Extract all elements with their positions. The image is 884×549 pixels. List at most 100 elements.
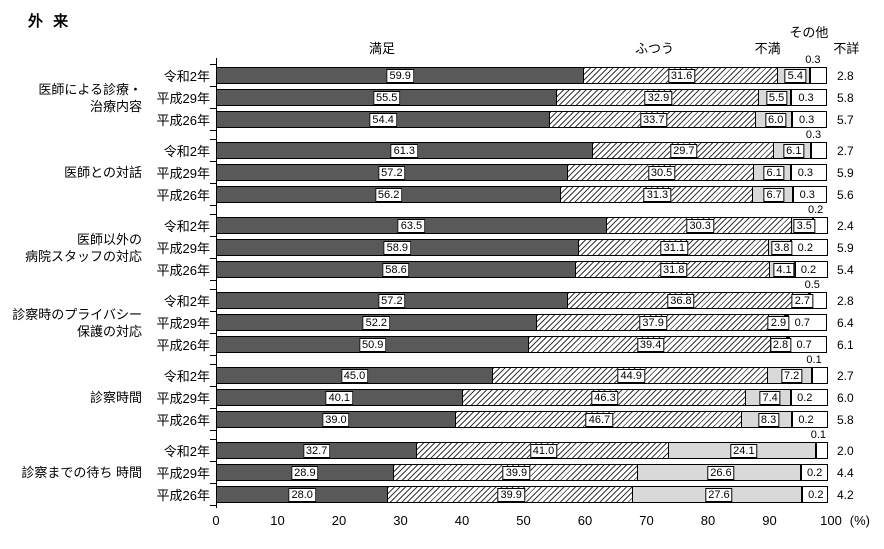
value-label: 24.1 xyxy=(730,443,758,458)
value-label: 2.9 xyxy=(767,315,790,330)
segment-unknown xyxy=(800,464,828,481)
value-label: 39.9 xyxy=(502,465,531,480)
bar-segments xyxy=(216,411,831,428)
segment-unknown xyxy=(801,486,828,503)
unknown-value-label: 5.7 xyxy=(837,112,854,127)
category-label: 診察時間 xyxy=(0,389,150,406)
bar-segments xyxy=(216,239,831,256)
unknown-value-label: 5.4 xyxy=(837,262,854,277)
stacked-bar: 28.9 39.9 26.6 0.2 xyxy=(210,461,831,481)
unknown-value-label: 2.8 xyxy=(837,68,854,83)
value-label: 32.9 xyxy=(644,90,673,105)
value-label: 33.7 xyxy=(640,112,668,127)
unknown-value-label: 5.9 xyxy=(837,165,854,180)
stacked-bar: 39.0 46.7 8.3 0.2 xyxy=(210,408,831,431)
x-tick-label: 50 xyxy=(516,513,531,528)
value-label: 58.9 xyxy=(383,240,412,255)
value-label: 3.5 xyxy=(793,218,815,233)
stacked-bar: 50.9 39.4 2.8 0.7 xyxy=(210,333,831,356)
value-label: 8.3 xyxy=(757,412,780,427)
value-label: 37.9 xyxy=(639,315,667,330)
category-group: 診察時間 令和2年 45.0 44.9 7.2 0.1 2.7 平成29年 40.1 46.3 7.… xyxy=(0,354,884,433)
stacked-bar: 58.6 31.8 4.1 0.2 xyxy=(210,258,831,281)
year-label: 令和2年 xyxy=(163,69,210,84)
legend-dissatisfied: 不満 xyxy=(754,41,781,56)
year-label: 平成26年 xyxy=(156,488,210,503)
plot-area: 医師による診療・ 治療内容 令和2年 59.9 31.6 5.4 0.3 2.8 平成29年 55… xyxy=(0,54,884,508)
legend: 満足 ふつう 不満 その他 不詳 xyxy=(216,8,859,58)
other-value-label: 0.3 xyxy=(805,129,822,141)
value-label: 2.8 xyxy=(769,337,792,352)
value-label: 58.6 xyxy=(382,262,410,277)
year-label: 平成26年 xyxy=(156,188,210,203)
stacked-bar: 57.2 30.5 6.1 0.3 xyxy=(210,161,831,181)
value-label: 31.1 xyxy=(660,240,689,255)
stacked-bar: 58.9 31.1 3.8 0.2 xyxy=(210,236,831,256)
other-value-label: 0.3 xyxy=(797,166,813,179)
x-tick-label: 40 xyxy=(454,513,470,528)
value-label: 30.3 xyxy=(686,218,714,233)
legend-other: その他 xyxy=(789,25,829,40)
unknown-value-label: 6.0 xyxy=(837,390,854,405)
unknown-value-label: 2.8 xyxy=(837,293,854,308)
x-tick-label: 10 xyxy=(270,513,285,528)
value-label: 4.1 xyxy=(773,262,795,277)
group-rows: 令和2年 63.5 30.3 3.5 0.2 2.4 平成29年 58.9 31.1 3.8 0.2… xyxy=(150,204,854,281)
value-label: 29.7 xyxy=(670,143,698,158)
other-value-label: 0.2 xyxy=(807,204,824,216)
other-value-label: 0.2 xyxy=(797,241,813,254)
category-label-line: 治療内容 xyxy=(89,98,142,114)
unknown-value-label: 2.7 xyxy=(837,368,854,383)
unknown-value-label: 4.4 xyxy=(837,465,854,480)
group-rows: 令和2年 45.0 44.9 7.2 0.1 2.7 平成29年 40.1 46.3 7.4 0.2… xyxy=(150,354,854,431)
stacked-bar: 63.5 30.3 3.5 0.2 xyxy=(210,204,831,234)
other-value-label: 0.3 xyxy=(799,188,815,201)
value-label: 3.8 xyxy=(771,240,793,255)
year-label: 平成29年 xyxy=(156,391,210,406)
bar-segments xyxy=(216,186,831,203)
value-label: 26.6 xyxy=(707,465,735,480)
x-tick-label: 30 xyxy=(393,513,408,528)
bar-row: 令和2年 45.0 44.9 7.2 0.1 2.7 xyxy=(150,354,854,387)
legend-unknown: 不詳 xyxy=(833,41,860,56)
bar-row: 平成26年 28.0 39.9 27.6 0.2 4.2 xyxy=(150,483,854,506)
y-axis-line xyxy=(216,58,217,508)
bar-segments xyxy=(216,389,831,406)
x-tick-label: 100 xyxy=(820,513,842,528)
segment-unknown xyxy=(811,367,829,384)
group-rows: 令和2年 32.7 41.0 24.1 0.1 2.0 平成29年 28.9 39.9 26.6 0… xyxy=(150,429,854,506)
value-label: 28.0 xyxy=(288,487,316,502)
bar-segments xyxy=(216,142,831,159)
segment-unknown xyxy=(791,89,828,106)
category-label: 診察までの待ち 時間 xyxy=(0,464,150,481)
other-value-label: 0.5 xyxy=(804,279,820,291)
x-tick-label: 90 xyxy=(762,513,777,528)
year-label: 平成29年 xyxy=(156,241,210,256)
category-label-line: 診察時のプライバシー xyxy=(12,306,142,322)
bar-row: 平成26年 54.4 33.7 6.0 0.3 5.7 xyxy=(150,108,854,131)
value-label: 44.9 xyxy=(617,368,645,383)
bar-row: 令和2年 32.7 41.0 24.1 0.1 2.0 xyxy=(150,429,854,462)
category-group: 医師による診療・ 治療内容 令和2年 59.9 31.6 5.4 0.3 2.8 平成29年 55… xyxy=(0,54,884,133)
legend-satisfied: 満足 xyxy=(369,41,396,56)
bar-row: 令和2年 59.9 31.6 5.4 0.3 2.8 xyxy=(150,54,854,87)
value-label: 57.2 xyxy=(378,293,406,308)
bar-row: 平成29年 58.9 31.1 3.8 0.2 5.9 xyxy=(150,236,854,259)
other-value-label: 0.2 xyxy=(797,391,813,404)
year-label: 平成26年 xyxy=(156,338,210,353)
category-label-line: 医師との対話 xyxy=(64,165,142,180)
bar-segments xyxy=(216,164,831,181)
bar-row: 令和2年 61.3 29.7 6.1 0.3 2.7 xyxy=(150,129,854,162)
bar-segments xyxy=(216,111,831,128)
value-label: 36.8 xyxy=(667,293,695,308)
bar-row: 令和2年 63.5 30.3 3.5 0.2 2.4 xyxy=(150,204,854,237)
value-label: 6.7 xyxy=(763,187,785,202)
bar-row: 平成26年 50.9 39.4 2.8 0.7 6.1 xyxy=(150,333,854,356)
segment-unknown xyxy=(810,142,828,159)
bar-row: 平成26年 58.6 31.8 4.1 0.2 5.4 xyxy=(150,258,854,281)
value-label: 39.9 xyxy=(497,487,525,502)
value-label: 40.1 xyxy=(325,390,354,405)
category-label: 医師による診療・ 治療内容 xyxy=(0,81,150,115)
value-label: 57.2 xyxy=(378,165,406,180)
